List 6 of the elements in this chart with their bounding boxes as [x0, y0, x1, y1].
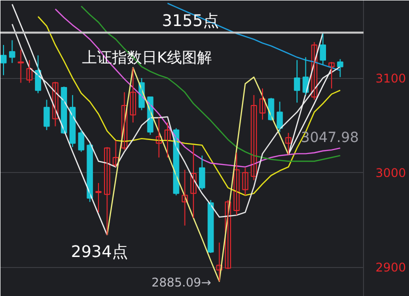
annotation: 2885.09→ — [152, 276, 212, 290]
y-tick-label: 2900 — [376, 260, 406, 275]
annotation: 2934点 — [71, 242, 128, 261]
y-tick-label: 3100 — [376, 72, 406, 86]
y-tick-label: 3000 — [376, 166, 406, 180]
annotation: 3047.98 — [300, 130, 359, 146]
